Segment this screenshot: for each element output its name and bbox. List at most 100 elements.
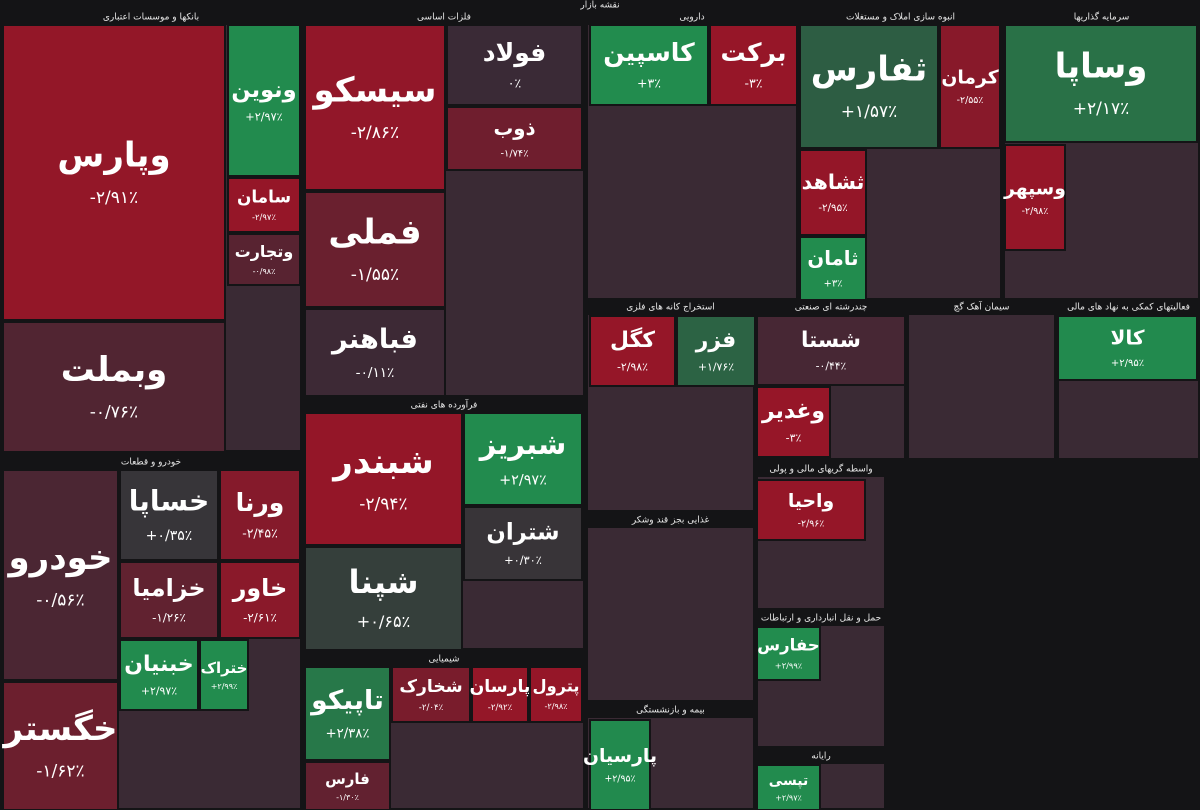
stock-ticker: کالا [1110, 326, 1144, 350]
stock-change: -۰/۱۱٪ [356, 365, 395, 381]
stock-cell [2, 321, 226, 453]
sector-name: رایانه [811, 752, 830, 762]
stock-cell [589, 24, 709, 106]
sector-name: واسطه گریهای مالی و پولی [769, 463, 872, 475]
stock-change: +۲/۹۵٪ [1111, 358, 1144, 369]
stock-change: -۱/۶۲٪ [36, 762, 84, 782]
stock-cell [304, 191, 446, 308]
stock-change: +۲/۹۷٪ [775, 794, 802, 803]
stock-ticker: واحیا [788, 491, 834, 512]
stock-ticker: برکت [721, 38, 787, 68]
stock-change: -۲/۹۵٪ [818, 202, 847, 214]
stock-change: -۲/۸۶٪ [351, 123, 399, 143]
stock-ticker: وتجارت [235, 242, 294, 261]
stock-ticker: خاور [232, 574, 287, 602]
stock-ticker: وساپا [1055, 47, 1148, 87]
sector-name: فلزات اساسی [417, 13, 471, 23]
stock-ticker: کرمان [941, 68, 998, 89]
stock-change: -۰/۹۸٪ [253, 267, 276, 276]
stock-ticker: ثامان [807, 247, 858, 270]
stock-cell [2, 24, 226, 321]
stock-cell [219, 469, 301, 561]
stock-cell [799, 236, 867, 301]
sector-name: بیمه و بازنشستگی [636, 704, 705, 716]
stock-change: +۲/۱۷٪ [1073, 99, 1130, 119]
stock-cell [304, 308, 446, 397]
stock-ticker: پارسیان [583, 746, 657, 767]
stock-change: -۲/۹۸٪ [1022, 206, 1049, 217]
stock-ticker: ختراک [201, 659, 248, 677]
stock-cell [676, 315, 756, 387]
stock-ticker: شتران [486, 520, 559, 546]
stock-change: -۲/۹۴٪ [359, 495, 407, 515]
stock-cell [1004, 144, 1066, 251]
stock-change: -۲/۴۵٪ [242, 525, 278, 540]
sector-name: استخراج کانه های فلزی [626, 303, 715, 313]
stock-cell [799, 24, 939, 149]
stock-cell [304, 546, 463, 651]
stock-cell [199, 639, 249, 711]
stock-ticker: کاسپین [603, 38, 695, 68]
stock-cell [219, 561, 301, 639]
sector-name: حمل و نقل انبارداری و ارتباطات [761, 614, 881, 624]
sector-name: فرآورده های نفتی [411, 399, 478, 411]
stock-change: +۲/۹۵٪ [604, 774, 635, 785]
sector-name: دارویی [679, 13, 704, 23]
stock-ticker: فباهنر [330, 324, 418, 355]
stock-change: ۰٪ [508, 75, 521, 90]
stock-cell [446, 24, 583, 106]
stock-change: -۲/۹۸٪ [617, 360, 648, 373]
stock-cell [589, 315, 676, 387]
stock-ticker: وسپهر [1003, 179, 1066, 200]
stock-ticker: شستا [801, 328, 861, 353]
stock-ticker: شخارک [399, 677, 462, 697]
stock-ticker: خگستر [2, 709, 118, 749]
stock-ticker: ثفارس [811, 50, 928, 90]
stock-cell [304, 761, 391, 810]
stock-ticker: تاپیکو [309, 685, 384, 716]
sector-name: فعالیتهای کمکی به نهاد های مالی [1067, 303, 1190, 313]
map-title: نقشه بازار [579, 1, 619, 11]
stock-change: -۲/۹۶٪ [798, 519, 825, 530]
stock-ticker: خودرو [7, 538, 113, 578]
stock-ticker: ذوب [493, 117, 535, 140]
stock-change: -۰/۴۴٪ [816, 360, 847, 373]
stock-ticker: وغدیر [761, 399, 825, 424]
sector-name: سیمان آهک گچ [954, 301, 1010, 313]
stock-change: -۱/۳۰٪ [336, 793, 359, 802]
stock-cell [227, 177, 301, 233]
stock-cell [2, 469, 119, 681]
stock-change: -۲/۹۱٪ [90, 188, 138, 208]
stock-ticker: حفارس [757, 636, 819, 655]
stock-cell [589, 719, 651, 810]
stock-cell [471, 666, 529, 723]
stock-cell [463, 412, 583, 506]
stock-change: +۲/۹۷٪ [245, 110, 282, 123]
sector-area [907, 313, 1056, 460]
sector-name: شیمیایی [429, 655, 460, 665]
sector-name: خودرو و قطعات [121, 458, 181, 468]
stock-cell [2, 681, 119, 810]
stock-cell [119, 561, 219, 639]
stock-ticker: سیسکو [311, 71, 436, 111]
stock-change: -۱/۲۶٪ [152, 610, 186, 624]
stock-ticker: ثشاهد [802, 170, 865, 194]
stock-ticker: ورنا [236, 488, 285, 518]
stock-change: -۰/۵۶٪ [36, 591, 84, 611]
stock-cell [756, 386, 831, 458]
stock-ticker: شبریز [478, 427, 567, 461]
stock-cell [756, 315, 906, 386]
stock-ticker: خساپا [129, 484, 210, 517]
stock-change: +۰/۶۵٪ [357, 612, 410, 631]
stock-ticker: شپنا [349, 563, 419, 601]
stock-change: +۲/۹۷٪ [499, 473, 547, 489]
stock-change: -۲/۹۸٪ [544, 701, 567, 711]
stock-ticker: وبملت [61, 350, 168, 390]
stock-change: +۰/۳۵٪ [146, 528, 193, 544]
stock-ticker: فارس [325, 770, 370, 788]
stock-cell [304, 24, 446, 191]
stock-change: -۳٪ [745, 75, 763, 90]
stock-ticker: خزامیا [132, 574, 205, 602]
stock-ticker: فولاد [483, 38, 547, 68]
